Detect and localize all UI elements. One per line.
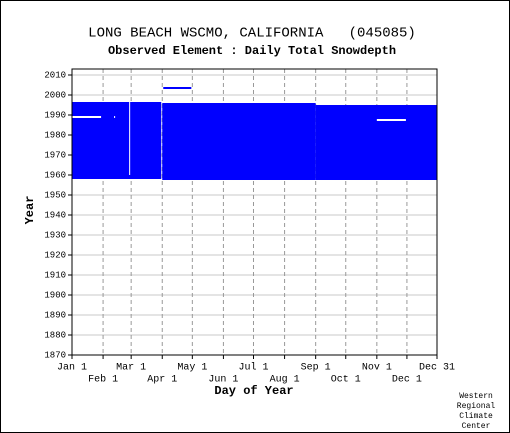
credit-line: Climate: [459, 412, 493, 421]
y-tick-label: 1940: [44, 210, 66, 220]
x-axis-label: Day of Year: [214, 384, 293, 398]
y-tick-label: 1950: [44, 190, 66, 200]
credit-line: Center: [462, 422, 491, 431]
y-tick-label: 1930: [44, 230, 66, 240]
y-tick-label: 1870: [44, 350, 66, 360]
x-tick-label: Oct 1: [331, 375, 361, 386]
x-tick-label: Dec 31: [419, 363, 455, 374]
y-tick-label: 1990: [44, 110, 66, 120]
y-tick-label: 1970: [44, 150, 66, 160]
y-tick-label: 1920: [44, 250, 66, 260]
data-range: [163, 87, 192, 89]
x-tick-label: Jun 1: [208, 375, 238, 386]
y-tick-label: 1960: [44, 170, 66, 180]
chart-subtitle: Observed Element : Daily Total Snowdepth: [108, 44, 396, 58]
x-tick-label: Jan 1: [57, 363, 87, 374]
credit-line: Regional: [457, 402, 496, 411]
plot-border: [71, 68, 438, 356]
data-range: [162, 103, 316, 180]
y-tick-label: 2000: [44, 90, 66, 100]
data-range: [114, 116, 116, 118]
y-tick-label: 1880: [44, 330, 66, 340]
y-tick-label: 1890: [44, 310, 66, 320]
y-tick-label: 2010: [44, 70, 66, 80]
x-tick-label: Jul 1: [238, 362, 268, 374]
x-tick-label: Sep 1: [301, 363, 331, 374]
data-range: [376, 119, 406, 121]
x-tick-label: Dec 1: [392, 375, 422, 386]
credit-line: Western: [459, 392, 493, 401]
y-axis-label: Year: [23, 196, 37, 225]
data-range: [315, 105, 437, 180]
chart-title: LONG BEACH WSCMO, CALIFORNIA (045085): [88, 26, 416, 42]
x-tick-label: Apr 1: [147, 375, 177, 386]
x-tick-label: May 1: [177, 363, 207, 374]
plot: 1870 1880 1890 1900 1910 1920 1930 1940 1950 1960…: [44, 68, 455, 386]
y-tick-label: 1900: [44, 290, 66, 300]
y-tick-label: 1980: [44, 130, 66, 140]
data-range: [72, 116, 102, 118]
data-range: [129, 102, 131, 175]
x-tick-label: Nov 1: [362, 363, 392, 374]
x-tick-label: Feb 1: [88, 374, 118, 386]
data-range: [72, 102, 162, 179]
x-tick-label: Mar 1: [116, 363, 146, 374]
x-tick-label: Aug 1: [270, 375, 300, 386]
y-tick-label: 1910: [44, 270, 66, 280]
